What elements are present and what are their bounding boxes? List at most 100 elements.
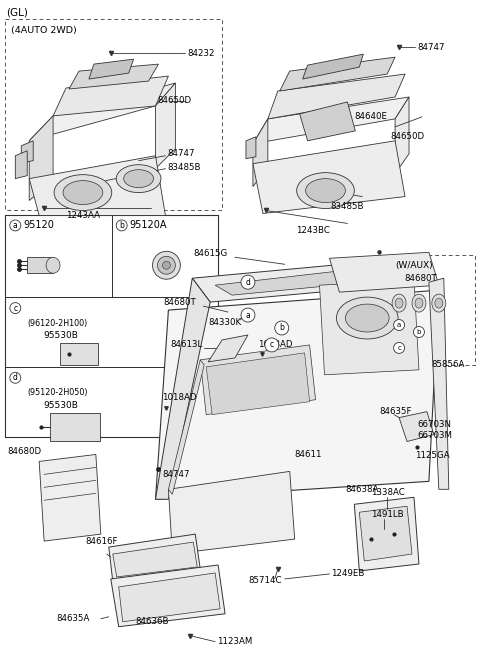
Circle shape (394, 343, 405, 354)
Text: c: c (397, 345, 401, 351)
Bar (5, 215, 112, 297)
Polygon shape (354, 497, 419, 571)
Polygon shape (320, 280, 419, 375)
Circle shape (394, 320, 405, 331)
Text: (GL): (GL) (6, 7, 28, 17)
Polygon shape (429, 278, 449, 489)
Ellipse shape (306, 179, 346, 202)
Polygon shape (215, 265, 407, 295)
Text: a: a (397, 322, 401, 328)
Polygon shape (53, 76, 168, 116)
Polygon shape (329, 252, 439, 292)
Text: 84616F: 84616F (85, 536, 118, 546)
Text: 84650D: 84650D (157, 96, 192, 105)
Ellipse shape (157, 256, 175, 274)
Polygon shape (360, 506, 412, 561)
Text: 1491LB: 1491LB (371, 510, 404, 519)
Text: 1243BC: 1243BC (296, 226, 329, 235)
Polygon shape (111, 565, 225, 627)
Ellipse shape (124, 170, 154, 187)
Circle shape (10, 220, 21, 231)
Text: 84747: 84747 (417, 43, 444, 52)
Text: (4AUTO 2WD): (4AUTO 2WD) (12, 26, 77, 35)
Text: a: a (13, 221, 18, 230)
Text: 66703N: 66703N (417, 420, 451, 429)
Text: b: b (279, 324, 284, 333)
Text: 84615G: 84615G (193, 249, 228, 258)
Polygon shape (15, 151, 27, 179)
Ellipse shape (297, 173, 354, 208)
Polygon shape (168, 360, 204, 495)
Text: 84747: 84747 (168, 149, 195, 159)
Text: 84232: 84232 (187, 48, 215, 58)
Bar (387, 255, 475, 365)
Circle shape (10, 372, 21, 383)
Text: 84680T: 84680T (404, 274, 437, 283)
Text: b: b (417, 329, 421, 335)
Circle shape (10, 303, 21, 314)
Text: (96120-2H100): (96120-2H100) (27, 318, 87, 328)
Circle shape (241, 308, 255, 322)
Text: 84650D: 84650D (390, 132, 424, 141)
Polygon shape (253, 141, 405, 214)
Ellipse shape (415, 298, 423, 308)
Bar (5, 367, 218, 436)
Polygon shape (21, 141, 33, 162)
Text: 85856A: 85856A (431, 360, 464, 369)
Circle shape (265, 338, 279, 352)
Ellipse shape (412, 294, 426, 312)
Polygon shape (39, 455, 101, 541)
Text: 1125GA: 1125GA (415, 451, 450, 460)
Ellipse shape (392, 294, 406, 312)
Polygon shape (156, 290, 439, 499)
Text: 84680D: 84680D (7, 447, 41, 456)
Text: 84638A: 84638A (346, 485, 379, 494)
Text: 84680T: 84680T (164, 297, 196, 307)
Polygon shape (168, 472, 295, 554)
Polygon shape (27, 257, 53, 273)
Bar (112, 215, 218, 297)
Text: c: c (13, 303, 17, 312)
Circle shape (116, 220, 127, 231)
Text: 95120A: 95120A (130, 221, 167, 231)
Polygon shape (113, 542, 197, 577)
FancyBboxPatch shape (60, 343, 98, 365)
Polygon shape (200, 345, 315, 415)
Polygon shape (280, 57, 395, 91)
Ellipse shape (46, 257, 60, 273)
Polygon shape (156, 278, 210, 499)
Text: d: d (245, 278, 251, 287)
Polygon shape (69, 64, 158, 89)
Text: 84747: 84747 (162, 470, 190, 479)
Circle shape (241, 275, 255, 289)
Polygon shape (109, 534, 200, 581)
Text: c: c (270, 341, 274, 349)
Polygon shape (246, 137, 256, 159)
Polygon shape (89, 59, 133, 79)
Ellipse shape (432, 294, 446, 312)
Polygon shape (395, 97, 409, 174)
Text: 85714C: 85714C (248, 576, 281, 586)
Bar (5, 19, 222, 210)
Text: d: d (13, 373, 18, 383)
Ellipse shape (63, 181, 103, 204)
Text: 84330K: 84330K (208, 318, 241, 327)
Bar (57, 417, 72, 428)
Text: a: a (246, 310, 251, 320)
Text: 84636B: 84636B (136, 617, 169, 626)
Ellipse shape (116, 164, 161, 193)
Bar (67, 346, 79, 356)
Bar (5, 297, 218, 367)
Circle shape (275, 321, 288, 335)
Polygon shape (253, 119, 268, 187)
Polygon shape (253, 97, 409, 144)
Text: 1243AA: 1243AA (66, 211, 100, 220)
Text: 1249EB: 1249EB (332, 569, 365, 578)
Polygon shape (192, 258, 429, 302)
Bar (5, 215, 218, 436)
Text: 66703M: 66703M (417, 431, 452, 440)
Polygon shape (399, 411, 434, 441)
Text: 1018AD: 1018AD (162, 393, 197, 402)
Polygon shape (268, 74, 405, 119)
Polygon shape (119, 573, 220, 622)
